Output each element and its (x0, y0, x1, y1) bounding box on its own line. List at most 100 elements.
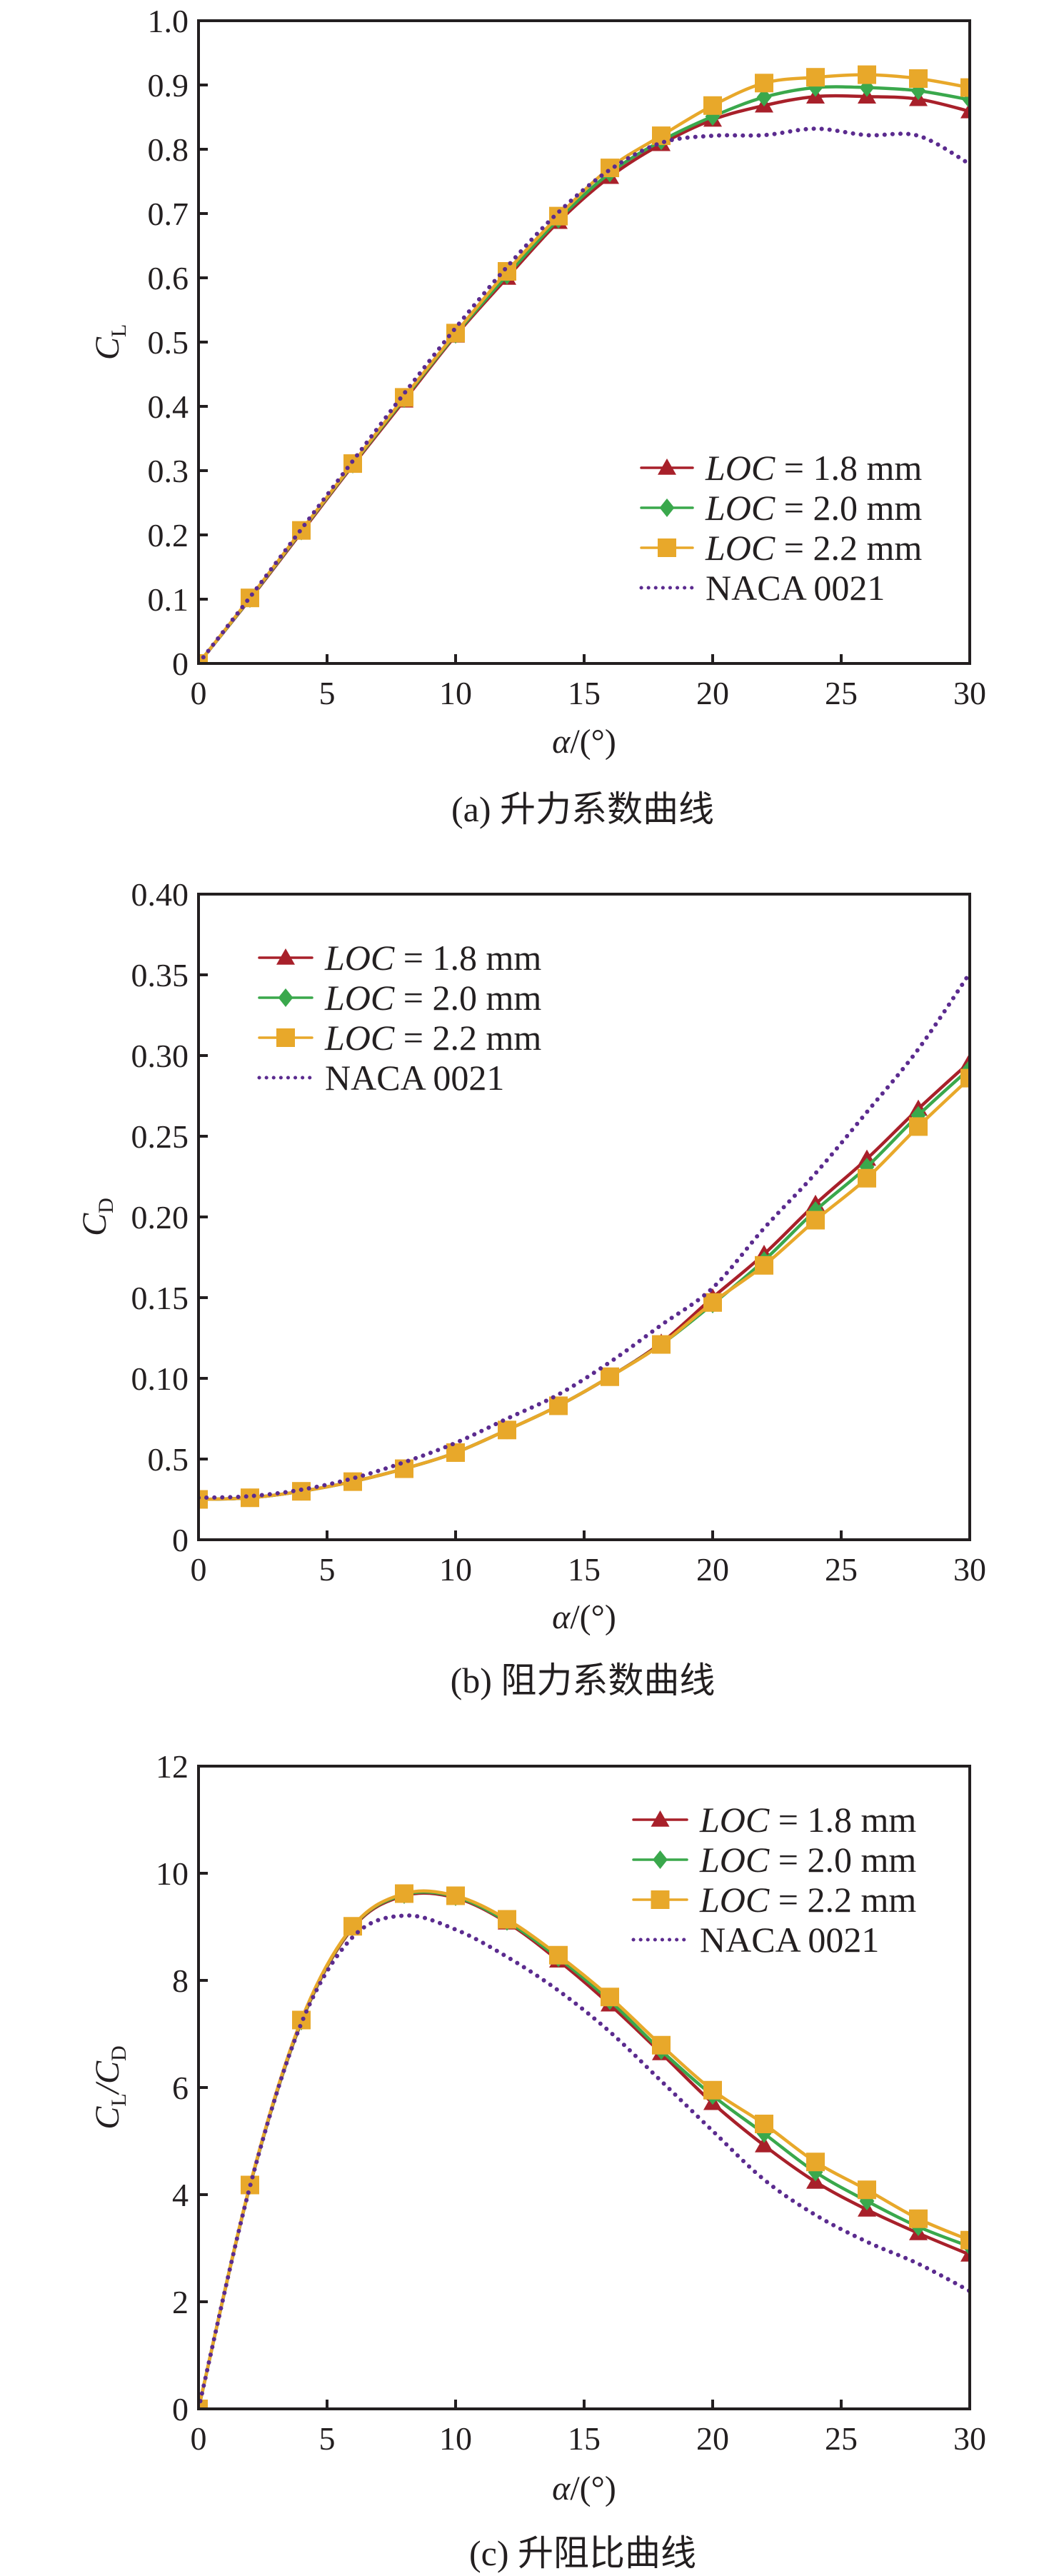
plot-area (199, 971, 970, 1509)
legend-item-loc22: LOC = 2.2 mm (258, 1018, 541, 1058)
data-point-loc22 (241, 588, 259, 608)
data-point-loc22 (498, 262, 516, 281)
data-point-loc22 (909, 1117, 928, 1136)
x-axis-label: α/(°) (552, 723, 616, 761)
series-loc20 (199, 1059, 970, 1509)
x-tick-label: 30 (953, 2420, 986, 2457)
y-tick-label: 0 (172, 2391, 189, 2427)
data-point-loc22 (755, 74, 773, 93)
chart-panel-cd: 0 0.5 0.10 0.15 0.20 0.25 0.30 0.35 0.40 0 5 10 15 20… (76, 876, 986, 1700)
data-point-loc22 (446, 1443, 465, 1462)
series-loc18 (199, 1053, 970, 1507)
x-tick-label: 10 (439, 1551, 472, 1588)
chart-panel-cl: 0 0.1 0.2 0.3 0.4 0.5 0.6 0.7 0.8 0.9 1.0 0 5 10 15 20 2… (89, 3, 986, 829)
series-line-loc18 (199, 1891, 970, 2409)
data-point-loc22 (549, 1396, 568, 1415)
y-tick-label: 0.5 (148, 1441, 189, 1478)
y-tick-label: 0.10 (131, 1360, 189, 1397)
x-tick-label: 25 (825, 1551, 858, 1588)
series-line-loc20 (199, 1890, 970, 2409)
series-line-loc22 (199, 1889, 970, 2409)
figure-caption: (b) 阻力系数曲线 (451, 1660, 716, 1700)
x-tick-label: 5 (319, 675, 336, 711)
y-tick-label: 0.7 (148, 196, 189, 232)
legend-marker-icon (651, 1890, 670, 1909)
legend-label: LOC = 2.2 mm (699, 1880, 916, 1920)
y-tick-label: 0.35 (131, 957, 189, 993)
legend-label: LOC = 2.0 mm (324, 978, 541, 1018)
legend-label: LOC = 2.0 mm (699, 1840, 916, 1880)
y-tick-label: 1.0 (148, 3, 189, 39)
legend-marker-icon (658, 458, 676, 475)
plot-area (199, 1884, 970, 2409)
data-point-loc22 (446, 1886, 465, 1905)
legend-label: NACA 0021 (325, 1058, 504, 1098)
data-point-loc22 (703, 1293, 722, 1312)
plot-area (199, 65, 970, 663)
x-tick-label: 0 (191, 2420, 207, 2457)
data-point-loc22 (199, 1490, 208, 1509)
legend-label: LOC = 1.8 mm (699, 1800, 916, 1840)
series-line-loc18 (199, 1060, 970, 1501)
series-line-loc20 (199, 1066, 970, 1501)
legend-item-loc22: LOC = 2.2 mm (632, 1880, 916, 1920)
legend-label: LOC = 2.0 mm (705, 488, 922, 528)
legend-item-loc22: LOC = 2.2 mm (640, 528, 922, 568)
data-point-loc22 (806, 1211, 825, 1230)
legend-item-loc18: LOC = 1.8 mm (632, 1800, 916, 1840)
legend-item-naca: NACA 0021 (257, 1058, 504, 1098)
data-point-loc22 (343, 1472, 362, 1491)
legend-marker-icon (276, 1028, 295, 1047)
chart-panel-ld: 0 2 4 6 8 10 12 0 5 10 15 20 25 30 α/(°) CL/CD LOC = 1.8… (89, 1748, 986, 2573)
legend-item-loc18: LOC = 1.8 mm (640, 448, 922, 488)
data-point-loc22 (960, 1068, 970, 1088)
data-point-loc22 (858, 65, 876, 84)
x-tick-label: 20 (696, 1551, 729, 1588)
legend-label: LOC = 1.8 mm (705, 448, 922, 488)
y-tick-label: 0.1 (148, 581, 189, 618)
data-point-loc22 (395, 1884, 413, 1903)
y-tick-label: 0.25 (131, 1118, 189, 1155)
data-point-loc22 (858, 2180, 876, 2200)
x-tick-label: 30 (953, 675, 986, 711)
series-naca (199, 126, 970, 663)
series-line-naca (199, 1913, 970, 2409)
figure-caption: (c) 升阻比曲线 (469, 2533, 696, 2573)
series-naca (199, 971, 970, 1500)
x-tick-label: 0 (191, 675, 207, 711)
data-point-loc20 (756, 88, 772, 107)
x-tick-label: 15 (568, 1551, 601, 1588)
series-line-naca (199, 971, 970, 1500)
data-point-loc22 (652, 2035, 671, 2055)
x-tick-label: 10 (439, 675, 472, 711)
series-line-naca (199, 126, 970, 663)
figure-caption: (a) 升力系数曲线 (451, 789, 714, 829)
data-point-loc22 (909, 2209, 928, 2228)
legend-item-loc18: LOC = 1.8 mm (258, 938, 541, 978)
legend-item-naca: NACA 0021 (631, 1920, 879, 1960)
series-loc18 (199, 1886, 970, 2409)
x-tick-label: 5 (319, 1551, 336, 1588)
series-loc22 (199, 1068, 970, 1509)
data-point-loc22 (498, 1420, 516, 1440)
y-tick-label: 8 (172, 1963, 189, 1999)
y-tick-label: 0 (172, 1522, 189, 1558)
legend-label: NACA 0021 (700, 1920, 879, 1960)
data-point-loc22 (755, 2115, 773, 2133)
x-axis-label: α/(°) (552, 2470, 616, 2507)
y-axis-label: CL (89, 324, 131, 360)
data-point-loc22 (652, 1335, 671, 1354)
y-axis-label: CL/CD (89, 2045, 131, 2129)
data-point-loc22 (755, 1256, 773, 1275)
legend-item-loc20: LOC = 2.0 mm (632, 1840, 916, 1880)
data-point-loc22 (549, 1945, 568, 1965)
y-tick-label: 0.15 (131, 1280, 189, 1316)
legend-item-loc20: LOC = 2.0 mm (258, 978, 541, 1018)
y-tick-label: 0.5 (148, 324, 189, 361)
legend-marker-icon (278, 988, 293, 1007)
legend-label: LOC = 2.2 mm (324, 1018, 541, 1058)
y-tick-label: 0.2 (148, 517, 189, 553)
x-tick-label: 10 (439, 2420, 472, 2457)
data-point-loc22 (909, 69, 928, 88)
